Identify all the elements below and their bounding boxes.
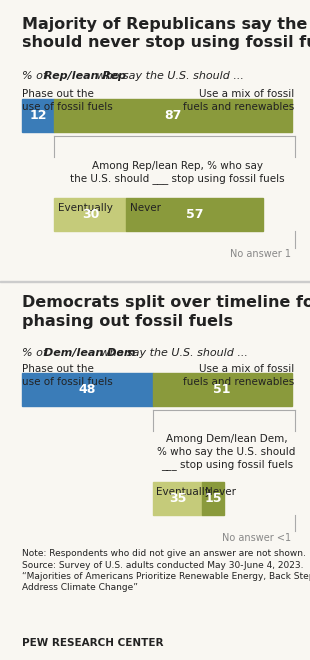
Text: 57: 57	[186, 208, 204, 221]
Text: Never: Never	[206, 487, 237, 497]
Text: % of: % of	[22, 71, 50, 81]
Bar	[202, 482, 224, 515]
Bar	[55, 198, 126, 231]
Text: Phase out the
use of fossil fuels: Phase out the use of fossil fuels	[22, 89, 113, 112]
Text: Use a mix of fossil
fuels and renewables: Use a mix of fossil fuels and renewables	[183, 364, 294, 387]
Text: Use a mix of fossil
fuels and renewables: Use a mix of fossil fuels and renewables	[183, 89, 294, 112]
Text: who say the U.S. should ...: who say the U.S. should ...	[97, 348, 248, 358]
Bar	[126, 198, 263, 231]
Text: % of: % of	[22, 348, 50, 358]
Text: 51: 51	[214, 383, 231, 396]
Text: No answer <1: No answer <1	[222, 533, 291, 543]
Text: No answer 1: No answer 1	[230, 249, 291, 259]
Text: 15: 15	[204, 492, 222, 505]
Text: 48: 48	[78, 383, 96, 396]
Text: 12: 12	[29, 109, 47, 122]
Bar	[22, 99, 55, 132]
Text: Among Dem/lean Dem,
% who say the U.S. should
___ stop using fossil fuels: Among Dem/lean Dem, % who say the U.S. s…	[157, 434, 296, 470]
Bar	[153, 373, 292, 406]
Bar	[0, 280, 310, 282]
Text: Eventually: Eventually	[58, 203, 113, 213]
Text: Eventually: Eventually	[156, 487, 210, 497]
Text: Dem/lean Dem: Dem/lean Dem	[44, 348, 135, 358]
Text: Note: Respondents who did not give an answer are not shown.
Source: Survey of U.: Note: Respondents who did not give an an…	[22, 549, 310, 593]
Text: Rep/lean Rep: Rep/lean Rep	[44, 71, 126, 81]
Text: Among Rep/lean Rep, % who say
the U.S. should ___ stop using fossil fuels: Among Rep/lean Rep, % who say the U.S. s…	[70, 161, 285, 184]
Text: Democrats split over timeline for
phasing out fossil fuels: Democrats split over timeline for phasin…	[22, 295, 310, 329]
Bar	[153, 482, 202, 515]
Text: 35: 35	[169, 492, 186, 505]
Bar	[22, 373, 153, 406]
Text: Phase out the
use of fossil fuels: Phase out the use of fossil fuels	[22, 364, 113, 387]
Text: PEW RESEARCH CENTER: PEW RESEARCH CENTER	[22, 638, 163, 648]
Text: 87: 87	[164, 109, 182, 122]
Bar	[55, 99, 292, 132]
Text: who say the U.S. should ...: who say the U.S. should ...	[93, 71, 244, 81]
Text: Never: Never	[130, 203, 161, 213]
Text: Majority of Republicans say the U.S.
should never stop using fossil fuels: Majority of Republicans say the U.S. sho…	[22, 16, 310, 50]
Text: 30: 30	[82, 208, 99, 221]
